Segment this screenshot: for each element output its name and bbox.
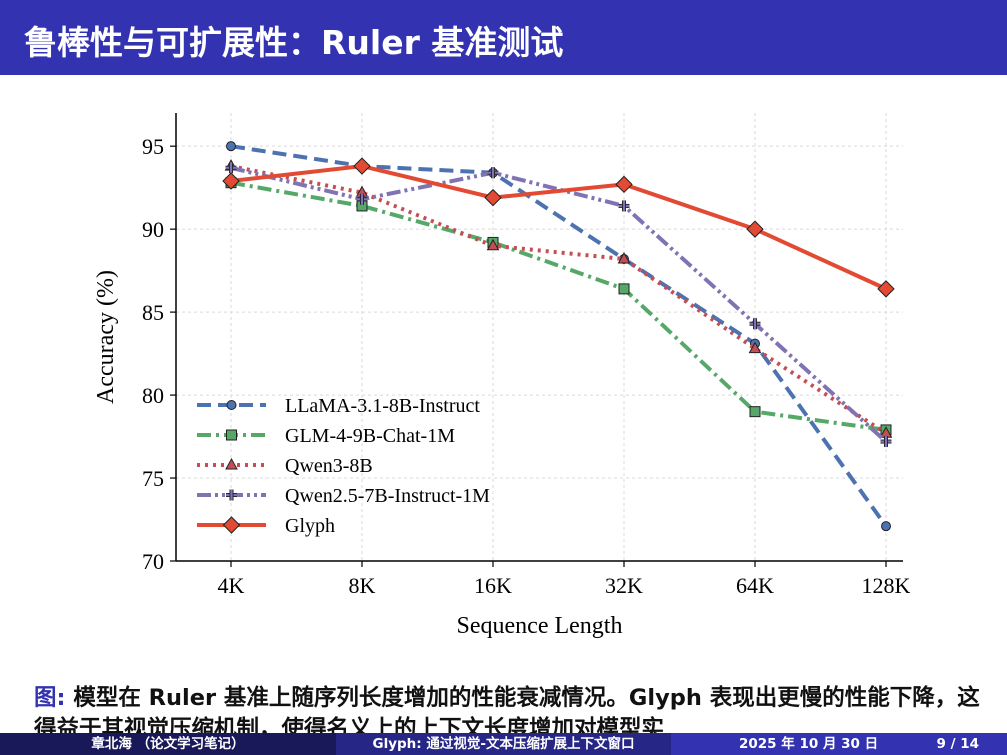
data-point-llama-3-1-8b-instruct bbox=[226, 141, 236, 152]
data-point-glm-4-9b-chat-1m bbox=[618, 283, 630, 295]
data-point-qwen3-8b bbox=[486, 238, 500, 251]
slide-footer: 章北海 （论文学习笔记） Glyph: 通过视觉-文本压缩扩展上下文窗口 202… bbox=[0, 733, 1007, 755]
data-point-qwen2-5-7b-instruct-1m bbox=[356, 193, 368, 205]
data-point-glyph bbox=[484, 188, 502, 207]
series-line-llama-3-1-8b-instruct bbox=[230, 144, 888, 528]
data-point-glm-4-9b-chat-1m bbox=[749, 406, 761, 418]
legend-label-qwen3-8b: Qwen3-8B bbox=[285, 455, 373, 477]
legend-marker-glm-4-9b-chat-1m bbox=[226, 429, 237, 441]
legend-marker-qwen2-5-7b-instruct-1m bbox=[226, 489, 237, 501]
data-point-glyph bbox=[877, 280, 895, 298]
data-point-glyph bbox=[222, 172, 240, 190]
legend-marker-qwen3-8b bbox=[225, 457, 238, 470]
footer-page-number: 9 / 14 bbox=[936, 736, 979, 752]
footer-short-title: Glyph: 通过视觉-文本压缩扩展上下文窗口 bbox=[336, 733, 671, 755]
legend-label-qwen2-5-7b-instruct-1m: Qwen2.5-7B-Instruct-1M bbox=[285, 485, 490, 507]
x-tick-label: 64K bbox=[736, 573, 774, 598]
x-tick-label: 128K bbox=[862, 573, 911, 598]
x-tick-label: 8K bbox=[349, 573, 376, 598]
data-point-qwen3-8b bbox=[617, 251, 631, 264]
slide-title: 鲁棒性与可扩展性：Ruler 基准测试 bbox=[24, 23, 564, 62]
y-axis-title: Accuracy (%) bbox=[93, 270, 119, 404]
data-point-qwen2-5-7b-instruct-1m bbox=[749, 318, 761, 330]
footer-date: 2025 年 10 月 30 日 bbox=[739, 736, 879, 752]
series-line-glm-4-9b-chat-1m bbox=[230, 180, 887, 432]
data-point-qwen2-5-7b-instruct-1m bbox=[225, 162, 237, 174]
footer-author: 章北海 （论文学习笔记） bbox=[0, 733, 336, 755]
y-tick-label: 70 bbox=[142, 549, 164, 574]
x-tick-label: 4K bbox=[218, 573, 245, 598]
accuracy-line-chart: 70 75 80 85 90 95 4K 8K 16K 32K 64K 128K Sequence Le… bbox=[93, 113, 911, 639]
legend-marker-llama-3-1-8b-instruct bbox=[226, 400, 237, 410]
caption-label: 图: bbox=[34, 685, 66, 711]
series-line-qwen2-5-7b-instruct-1m bbox=[230, 165, 888, 444]
y-tick-label: 85 bbox=[142, 300, 164, 325]
data-point-qwen2-5-7b-instruct-1m bbox=[880, 436, 892, 448]
y-tick-label: 95 bbox=[142, 134, 164, 159]
slide-title-bar: 鲁棒性与可扩展性：Ruler 基准测试 bbox=[0, 0, 1007, 75]
legend-marker-glyph bbox=[222, 516, 241, 534]
figure-caption: 图: 模型在 Ruler 基准上随序列长度增加的性能衰减情况。Glyph 表现出… bbox=[34, 683, 984, 733]
data-point-qwen2-5-7b-instruct-1m bbox=[618, 200, 630, 212]
x-tick-label: 16K bbox=[474, 573, 512, 598]
data-point-llama-3-1-8b-instruct bbox=[881, 521, 891, 532]
y-tick-label: 75 bbox=[142, 466, 164, 491]
x-axis-title: Sequence Length bbox=[457, 613, 623, 639]
series-line-qwen3-8b bbox=[230, 164, 888, 435]
data-point-glyph bbox=[746, 220, 764, 238]
data-point-glyph bbox=[615, 175, 633, 194]
y-tick-label: 80 bbox=[142, 383, 164, 408]
y-tick-label: 90 bbox=[142, 217, 164, 242]
data-point-qwen3-8b bbox=[748, 341, 762, 354]
data-point-glyph bbox=[353, 157, 371, 175]
legend-label-llama-3-1-8b-instruct: LLaMA-3.1-8B-Instruct bbox=[285, 395, 480, 417]
legend-label-glyph: Glyph bbox=[285, 515, 335, 537]
footer-right-panel: 2025 年 10 月 30 日 9 / 14 bbox=[671, 733, 1007, 755]
data-point-qwen2-5-7b-instruct-1m bbox=[487, 167, 499, 179]
legend-label-glm-4-9b-chat-1m: GLM-4-9B-Chat-1M bbox=[285, 425, 455, 447]
caption-text: 模型在 Ruler 基准上随序列长度增加的性能衰减情况。Glyph 表现出更慢的… bbox=[34, 685, 980, 733]
x-tick-label: 32K bbox=[605, 573, 643, 598]
series-line-glyph bbox=[230, 164, 887, 291]
